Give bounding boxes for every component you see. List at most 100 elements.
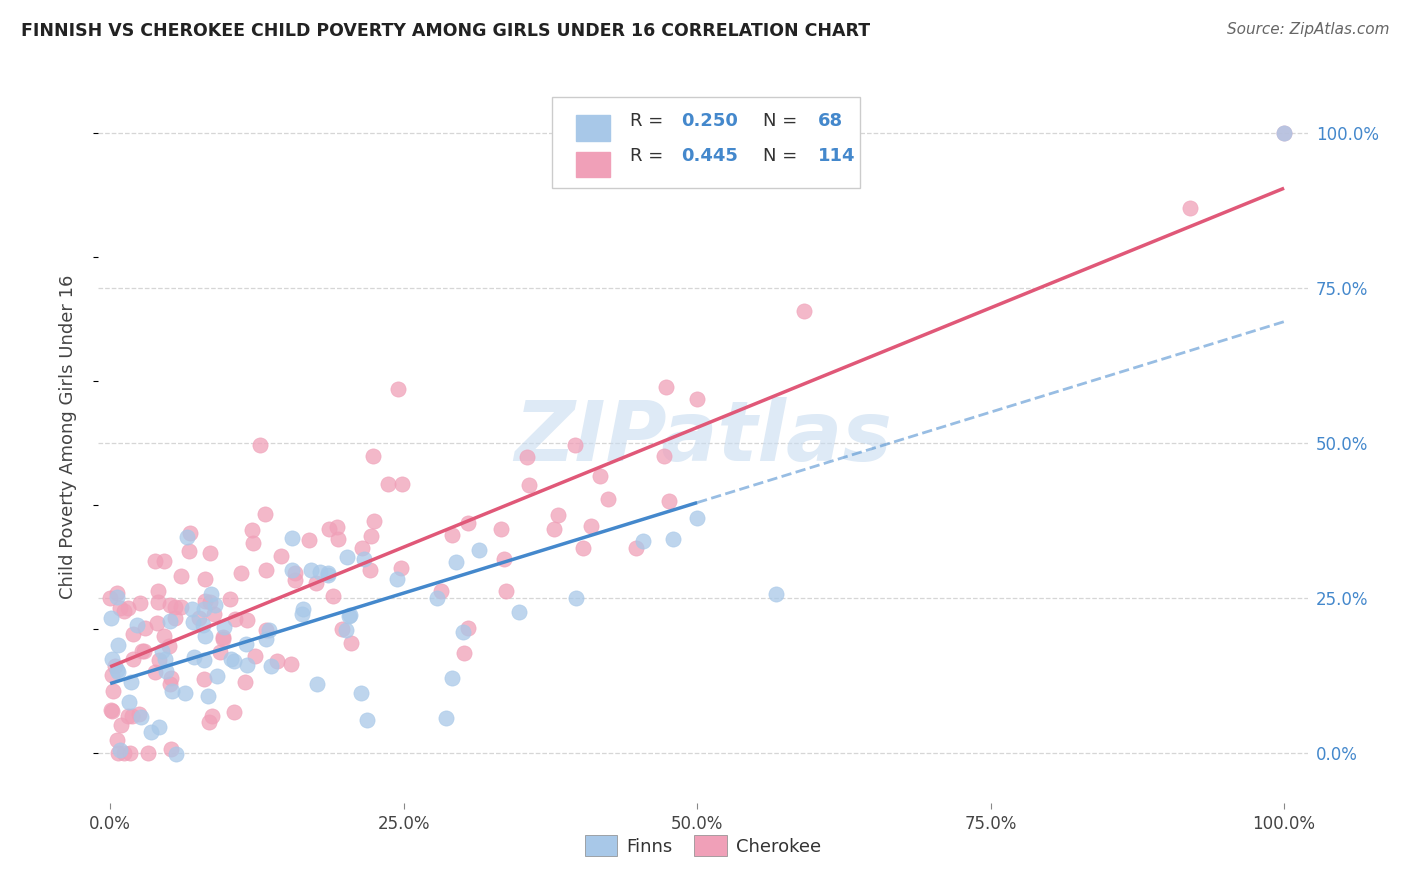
Point	[107, 638, 129, 652]
Point	[100, 611, 122, 625]
Point	[181, 615, 204, 629]
Point	[222, 654, 245, 668]
Point	[391, 476, 413, 491]
Point	[105, 590, 128, 604]
Point	[134, 621, 156, 635]
Point	[353, 551, 375, 566]
Point	[316, 566, 339, 581]
Text: R =: R =	[630, 147, 669, 165]
Point	[146, 616, 169, 631]
Point	[309, 566, 332, 580]
Point	[121, 708, 143, 723]
Point	[543, 522, 565, 536]
Point	[105, 586, 128, 600]
Point	[100, 703, 122, 717]
Point	[193, 602, 215, 616]
Point	[426, 591, 449, 606]
Point	[148, 595, 170, 609]
Point	[387, 382, 409, 396]
Point	[107, 746, 129, 760]
Point	[153, 629, 176, 643]
Point	[266, 654, 288, 668]
Point	[165, 747, 187, 761]
Legend: Finns, Cherokee: Finns, Cherokee	[578, 828, 828, 863]
Point	[291, 601, 314, 615]
Point	[564, 438, 586, 452]
Point	[339, 609, 361, 624]
Point	[153, 652, 176, 666]
Point	[208, 645, 231, 659]
Point	[1272, 126, 1295, 140]
Point	[457, 621, 479, 635]
Point	[352, 541, 374, 556]
Point	[204, 598, 226, 612]
Point	[212, 632, 235, 646]
Point	[122, 652, 145, 666]
Point	[340, 636, 363, 650]
Point	[579, 519, 602, 533]
Point	[389, 561, 412, 575]
Point	[205, 669, 228, 683]
Point	[318, 522, 340, 536]
Point	[508, 605, 530, 619]
Point	[489, 522, 512, 536]
Point	[765, 587, 787, 601]
Point	[468, 542, 491, 557]
Point	[316, 567, 339, 582]
Point	[451, 625, 474, 640]
Bar	[576, 152, 610, 178]
Point	[146, 583, 169, 598]
Point	[179, 526, 201, 541]
Point	[110, 718, 132, 732]
Point	[132, 644, 155, 658]
Point	[108, 743, 131, 757]
Point	[335, 623, 357, 637]
Point	[298, 533, 321, 547]
FancyBboxPatch shape	[551, 97, 860, 188]
Point	[198, 714, 221, 729]
Point	[453, 647, 475, 661]
Point	[219, 651, 242, 665]
Point	[155, 664, 177, 678]
Point	[280, 657, 302, 671]
Point	[1272, 126, 1295, 140]
Point	[235, 637, 257, 651]
Text: 68: 68	[818, 112, 844, 129]
Point	[193, 572, 215, 586]
Point	[305, 576, 328, 591]
Point	[430, 584, 453, 599]
Point	[150, 644, 173, 658]
Point	[212, 619, 235, 633]
Point	[385, 572, 408, 586]
Text: N =: N =	[763, 147, 803, 165]
Point	[112, 746, 135, 760]
Point	[105, 664, 128, 678]
Text: 0.445: 0.445	[682, 147, 738, 165]
Point	[131, 643, 153, 657]
Point	[129, 710, 152, 724]
Point	[235, 613, 257, 627]
Point	[301, 563, 323, 577]
Text: FINNISH VS CHEROKEE CHILD POVERTY AMONG GIRLS UNDER 16 CORRELATION CHART: FINNISH VS CHEROKEE CHILD POVERTY AMONG …	[21, 22, 870, 40]
Y-axis label: Child Poverty Among Girls Under 16: Child Poverty Among Girls Under 16	[59, 275, 77, 599]
Point	[281, 531, 304, 545]
Point	[170, 569, 193, 583]
Point	[129, 595, 152, 609]
Point	[128, 706, 150, 721]
Point	[492, 552, 515, 566]
Point	[148, 653, 170, 667]
Point	[197, 689, 219, 703]
Point	[236, 657, 259, 672]
Point	[363, 514, 385, 528]
Point	[117, 709, 139, 723]
Point	[249, 438, 271, 452]
Point	[117, 600, 139, 615]
Point	[686, 510, 709, 524]
Point	[377, 477, 399, 491]
Point	[177, 544, 200, 558]
Point	[658, 494, 681, 508]
Point	[254, 563, 277, 577]
Point	[326, 532, 349, 546]
Point	[194, 629, 217, 643]
Point	[201, 709, 224, 723]
